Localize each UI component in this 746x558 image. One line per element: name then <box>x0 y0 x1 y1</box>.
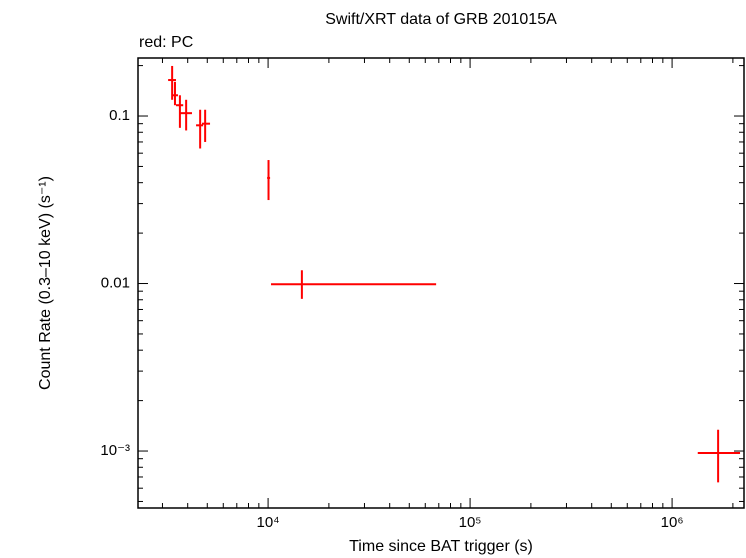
subtitle: red: PC <box>139 34 193 51</box>
chart-title: Swift/XRT data of GRB 201015A <box>325 11 557 28</box>
y-tick-label: 10⁻³ <box>100 442 130 459</box>
x-axis-label: Time since BAT trigger (s) <box>349 538 533 555</box>
x-tick-label: 10⁵ <box>459 514 482 531</box>
y-tick-label: 0.01 <box>101 274 130 291</box>
x-tick-label: 10⁴ <box>257 514 280 531</box>
y-tick-label: 0.1 <box>109 107 130 124</box>
y-axis-label: Count Rate (0.3–10 keV) (s⁻¹) <box>37 176 54 390</box>
x-tick-label: 10⁶ <box>661 514 684 531</box>
plot-frame <box>137 57 745 509</box>
